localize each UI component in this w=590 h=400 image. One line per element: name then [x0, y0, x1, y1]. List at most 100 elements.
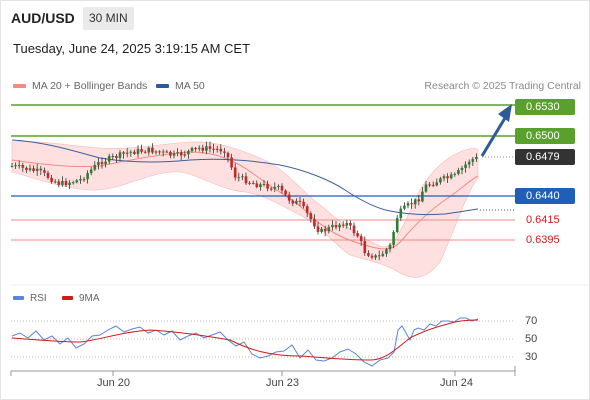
candle-body	[154, 151, 158, 153]
candle-body	[417, 199, 421, 202]
candle-body	[183, 154, 187, 156]
x-label-jun20: Jun 20	[97, 377, 131, 389]
candle-body	[68, 182, 71, 186]
candle-body	[244, 176, 248, 184]
candle-body	[284, 190, 287, 195]
candle-body	[331, 224, 334, 228]
x-label-jun24: Jun 24	[440, 377, 474, 389]
timeframe-badge[interactable]: 30 MIN	[83, 7, 134, 30]
candle-body	[385, 249, 388, 254]
candle-body	[161, 151, 165, 153]
candle-body	[226, 152, 230, 158]
rsi-tick-30: 30	[525, 351, 538, 363]
candle-body	[115, 156, 118, 158]
candle-body	[61, 180, 64, 185]
candle-body	[277, 185, 280, 187]
candle-body	[122, 152, 125, 154]
copyright-note: Research © 2025 Trading Central	[424, 80, 581, 92]
candle-body	[158, 151, 161, 153]
candle-body	[39, 168, 43, 171]
candle-body	[136, 149, 140, 154]
chart-datetime: Tuesday, June 24, 2025 3:19:15 AM CET	[13, 41, 251, 56]
candle-body	[151, 147, 154, 153]
candle-body	[320, 228, 323, 232]
candle-body	[341, 224, 345, 226]
legend-ma20-bollinger: MA 20 + Bollinger Bands	[13, 80, 147, 92]
candle-body	[259, 184, 262, 188]
candle-body	[147, 147, 151, 153]
candle-body	[32, 168, 35, 171]
level-tag-0.6395: 0.6395	[526, 234, 560, 246]
candle-body	[269, 188, 273, 190]
candle-body	[428, 184, 431, 186]
level-tag-0.6500: 0.6500	[515, 128, 575, 144]
candle-body	[133, 151, 136, 154]
x-label-jun23: Jun 23	[266, 377, 300, 389]
rsi-ma-legend-label: 9MA	[79, 293, 100, 304]
candle-body	[334, 224, 338, 228]
candle-body	[143, 151, 147, 153]
candle-body	[100, 162, 104, 165]
candle-body	[460, 168, 464, 171]
candle-body	[467, 161, 471, 165]
candle-body	[392, 232, 395, 245]
legend-ma50-label: MA 50	[175, 80, 205, 93]
candle-body	[75, 180, 79, 183]
level-tag-last-price: 0.6479	[515, 149, 575, 165]
candle-body	[46, 172, 50, 178]
candle-body	[57, 181, 61, 185]
candle-body	[219, 148, 223, 152]
candle-body	[363, 241, 367, 254]
candle-body	[230, 157, 233, 168]
candle-body	[14, 165, 17, 167]
candle-body	[251, 182, 255, 184]
rsi-tick-70: 70	[525, 315, 538, 327]
candle-body	[169, 151, 172, 156]
candle-body	[10, 165, 14, 167]
candle-body	[241, 176, 244, 178]
bollinger-band	[11, 141, 479, 278]
candle-body	[129, 151, 133, 153]
candle-body	[298, 200, 302, 202]
candle-body	[435, 182, 439, 186]
candle-body	[356, 233, 359, 237]
candle-body	[53, 181, 57, 183]
candle-body	[266, 183, 269, 189]
candle-body	[413, 199, 417, 205]
candle-body	[449, 174, 453, 179]
candle-body	[370, 255, 374, 258]
candle-body	[64, 180, 68, 186]
level-tag-0.6440: 0.6440	[515, 188, 575, 204]
rsi-ma-swatch	[62, 296, 73, 301]
candle-body	[201, 147, 205, 151]
candle-body	[395, 218, 399, 233]
candle-body	[338, 224, 341, 228]
candle-body	[86, 173, 89, 180]
candle-body	[453, 173, 457, 175]
arrow-up-right-icon	[480, 104, 512, 157]
candle-body	[233, 167, 237, 178]
level-tag-0.6530: 0.6530	[515, 99, 575, 115]
candle-body	[223, 151, 226, 153]
ma20-swatch	[13, 84, 26, 89]
candle-body	[349, 222, 352, 226]
candle-body	[208, 146, 212, 149]
candle-body	[388, 244, 392, 250]
candle-body	[104, 161, 107, 165]
candle-body	[215, 148, 219, 150]
candle-body	[111, 156, 115, 158]
candle-body	[187, 150, 190, 155]
candle-body	[406, 203, 410, 206]
candle-body	[179, 152, 183, 156]
candle-body	[140, 149, 143, 152]
ma20-line	[11, 151, 479, 250]
candle-body	[89, 169, 93, 174]
candle-body	[262, 183, 266, 185]
candle-body	[287, 194, 291, 201]
candle-body	[291, 200, 295, 204]
candle-body	[403, 205, 406, 209]
candle-body	[316, 226, 320, 232]
candle-body	[21, 165, 25, 168]
candle-body	[212, 148, 215, 150]
